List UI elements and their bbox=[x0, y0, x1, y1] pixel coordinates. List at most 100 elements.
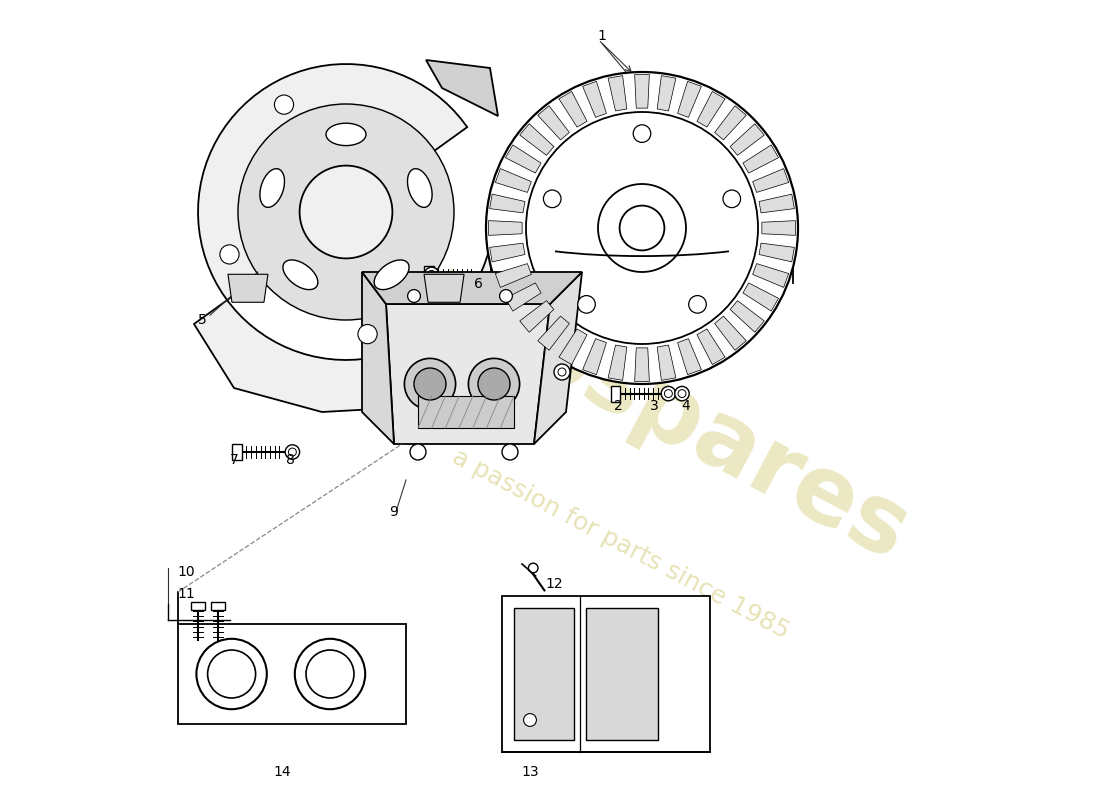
Circle shape bbox=[288, 448, 296, 456]
Circle shape bbox=[208, 650, 255, 698]
Text: 10: 10 bbox=[177, 565, 195, 579]
Polygon shape bbox=[495, 263, 531, 287]
Circle shape bbox=[238, 104, 454, 320]
Circle shape bbox=[274, 95, 294, 114]
Text: 14: 14 bbox=[273, 765, 290, 779]
Text: 13: 13 bbox=[521, 765, 539, 779]
Circle shape bbox=[306, 650, 354, 698]
Polygon shape bbox=[583, 338, 606, 374]
Bar bbox=[610, 386, 620, 402]
Text: 2: 2 bbox=[614, 399, 623, 414]
Circle shape bbox=[197, 638, 267, 709]
Bar bbox=[586, 608, 658, 740]
Polygon shape bbox=[519, 124, 554, 155]
Polygon shape bbox=[635, 348, 649, 382]
Circle shape bbox=[428, 270, 436, 278]
Polygon shape bbox=[534, 272, 582, 444]
Text: 5: 5 bbox=[198, 313, 207, 327]
Polygon shape bbox=[538, 106, 570, 140]
Circle shape bbox=[528, 563, 538, 573]
Polygon shape bbox=[730, 124, 764, 155]
Circle shape bbox=[524, 714, 537, 726]
Ellipse shape bbox=[374, 260, 409, 290]
Circle shape bbox=[723, 190, 740, 208]
Bar bbox=[502, 596, 710, 752]
Bar bbox=[232, 444, 242, 460]
Text: a passion for parts since 1985: a passion for parts since 1985 bbox=[448, 445, 793, 643]
Circle shape bbox=[674, 386, 690, 401]
Circle shape bbox=[220, 245, 239, 264]
Polygon shape bbox=[678, 82, 702, 118]
Ellipse shape bbox=[283, 260, 318, 290]
Text: 11: 11 bbox=[177, 586, 195, 601]
Circle shape bbox=[295, 638, 365, 709]
Bar bbox=[178, 624, 406, 724]
Polygon shape bbox=[362, 272, 582, 304]
Text: 4: 4 bbox=[682, 399, 691, 414]
Circle shape bbox=[408, 290, 420, 302]
Polygon shape bbox=[759, 243, 794, 262]
Polygon shape bbox=[752, 263, 789, 287]
Polygon shape bbox=[538, 316, 570, 350]
Polygon shape bbox=[559, 91, 587, 127]
Circle shape bbox=[502, 444, 518, 460]
Polygon shape bbox=[505, 283, 541, 311]
Circle shape bbox=[678, 390, 686, 398]
Polygon shape bbox=[583, 82, 606, 118]
Polygon shape bbox=[228, 274, 268, 302]
Polygon shape bbox=[759, 194, 794, 213]
Circle shape bbox=[598, 184, 686, 272]
Circle shape bbox=[526, 112, 758, 344]
Circle shape bbox=[285, 445, 299, 459]
Polygon shape bbox=[495, 169, 531, 193]
Polygon shape bbox=[697, 91, 725, 127]
Circle shape bbox=[499, 290, 513, 302]
Polygon shape bbox=[426, 60, 498, 116]
Polygon shape bbox=[657, 76, 675, 111]
Polygon shape bbox=[488, 221, 522, 235]
Circle shape bbox=[405, 358, 455, 410]
Circle shape bbox=[358, 325, 377, 344]
Polygon shape bbox=[519, 301, 554, 332]
Polygon shape bbox=[762, 221, 795, 235]
Circle shape bbox=[478, 368, 510, 400]
Polygon shape bbox=[505, 145, 541, 173]
Polygon shape bbox=[425, 274, 464, 302]
Polygon shape bbox=[559, 329, 587, 365]
Text: 9: 9 bbox=[389, 505, 398, 519]
Bar bbox=[211, 602, 226, 610]
Circle shape bbox=[689, 295, 706, 313]
Bar bbox=[514, 608, 574, 740]
Text: 7: 7 bbox=[230, 453, 239, 467]
Polygon shape bbox=[752, 169, 789, 193]
Ellipse shape bbox=[260, 169, 285, 207]
Circle shape bbox=[414, 368, 446, 400]
Polygon shape bbox=[608, 76, 627, 111]
Text: 1: 1 bbox=[597, 29, 606, 43]
Polygon shape bbox=[490, 243, 525, 262]
Polygon shape bbox=[742, 283, 779, 311]
Text: 6: 6 bbox=[474, 277, 483, 291]
Circle shape bbox=[619, 206, 664, 250]
Circle shape bbox=[634, 125, 651, 142]
Bar bbox=[418, 396, 514, 428]
Circle shape bbox=[410, 444, 426, 460]
Circle shape bbox=[299, 166, 393, 258]
Text: 8: 8 bbox=[286, 453, 295, 467]
Polygon shape bbox=[730, 301, 764, 332]
Text: 3: 3 bbox=[650, 399, 659, 414]
Ellipse shape bbox=[326, 123, 366, 146]
Polygon shape bbox=[635, 74, 649, 108]
Polygon shape bbox=[678, 338, 702, 374]
Circle shape bbox=[486, 72, 798, 384]
Polygon shape bbox=[608, 345, 627, 380]
Circle shape bbox=[543, 190, 561, 208]
Circle shape bbox=[558, 368, 566, 376]
Polygon shape bbox=[715, 316, 746, 350]
Text: eurospares: eurospares bbox=[353, 219, 923, 581]
Bar bbox=[425, 266, 435, 282]
Bar bbox=[190, 602, 206, 610]
Polygon shape bbox=[386, 304, 550, 444]
Circle shape bbox=[664, 390, 672, 398]
Circle shape bbox=[578, 295, 595, 313]
